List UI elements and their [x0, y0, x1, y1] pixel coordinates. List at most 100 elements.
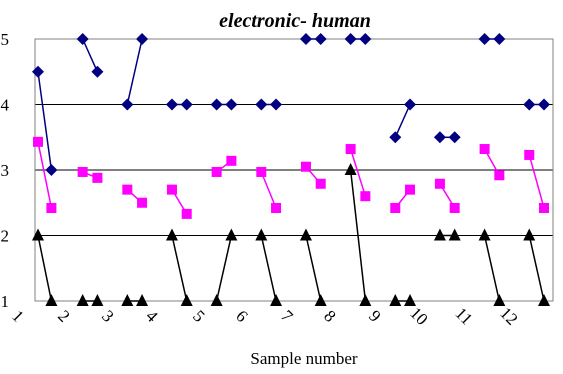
data-point-diamond	[493, 33, 506, 45]
series-line	[37, 141, 53, 209]
series-line	[171, 235, 188, 302]
series-2	[32, 163, 550, 306]
data-point-triangle	[344, 163, 357, 175]
data-point-triangle	[523, 228, 536, 241]
data-point-square	[46, 202, 57, 213]
data-point-diamond	[478, 33, 491, 45]
series-line	[394, 104, 411, 138]
x-tick-label: 9	[365, 306, 384, 325]
data-point-triangle	[404, 294, 417, 306]
x-tick-label: 2	[54, 306, 73, 325]
data-point-triangle	[314, 294, 327, 306]
data-point-square	[211, 166, 222, 177]
data-point-diamond	[136, 33, 149, 45]
series-line	[305, 235, 322, 302]
data-point-diamond	[270, 98, 283, 111]
y-tick-label: 4	[1, 96, 10, 115]
y-axis: 1 2 3 4 5	[1, 30, 10, 311]
x-tick-label: 4	[142, 306, 162, 326]
series-line	[349, 169, 367, 302]
data-point-diamond	[180, 98, 193, 111]
data-point-triangle	[136, 294, 149, 306]
series-line	[37, 71, 53, 171]
data-point-diamond	[433, 131, 446, 144]
data-point-square	[494, 170, 505, 181]
data-point-square	[166, 184, 177, 195]
data-point-diamond	[359, 33, 372, 45]
data-point-diamond	[255, 98, 268, 111]
x-tick-label: 7	[277, 306, 297, 326]
data-point-triangle	[270, 294, 283, 306]
data-point-square	[226, 155, 237, 166]
data-point-diamond	[225, 98, 238, 111]
data-point-square	[345, 144, 356, 155]
series-line	[260, 171, 277, 209]
data-point-diamond	[32, 65, 44, 78]
series-line	[528, 235, 545, 302]
x-tick-label: 10	[406, 303, 431, 328]
data-point-triangle	[478, 228, 491, 241]
data-point-diamond	[523, 98, 536, 111]
x-tick-label: 11	[451, 304, 476, 329]
data-point-square	[524, 149, 535, 160]
y-tick-label: 3	[1, 161, 10, 180]
series-line	[349, 148, 367, 197]
series-line	[126, 38, 143, 105]
data-point-triangle	[210, 294, 223, 306]
y-tick-label: 1	[1, 292, 10, 311]
x-axis-label: Sample number	[250, 349, 358, 368]
data-point-square	[256, 166, 267, 177]
y-tick-label: 2	[1, 227, 10, 246]
data-point-triangle	[225, 228, 238, 241]
x-tick-label: 1	[8, 306, 27, 325]
data-point-triangle	[91, 294, 104, 306]
grid-lines	[35, 38, 553, 302]
series-1	[33, 136, 549, 219]
data-point-triangle	[493, 294, 506, 306]
data-point-square	[181, 208, 192, 219]
data-point-diamond	[299, 33, 312, 45]
data-point-square	[539, 202, 549, 213]
data-point-diamond	[91, 65, 104, 78]
data-point-square	[360, 191, 371, 202]
series-line	[215, 235, 233, 302]
series-group	[32, 33, 550, 306]
x-tick-label: 8	[320, 306, 339, 325]
data-point-triangle	[121, 294, 134, 306]
y-tick-label: 5	[1, 30, 10, 49]
data-point-diamond	[448, 131, 461, 144]
data-point-square	[92, 172, 103, 183]
chart-title: electronic- human	[219, 10, 371, 32]
data-point-triangle	[45, 294, 58, 306]
data-point-triangle	[76, 294, 89, 306]
data-point-triangle	[165, 228, 178, 241]
plot-area	[34, 38, 554, 302]
data-point-diamond	[76, 33, 89, 45]
series-line	[260, 235, 277, 302]
data-point-square	[390, 202, 401, 213]
data-point-triangle	[299, 228, 312, 241]
data-point-diamond	[344, 33, 357, 45]
data-point-square	[137, 197, 148, 208]
data-point-square	[271, 202, 282, 213]
data-point-square	[300, 161, 311, 172]
data-point-diamond	[210, 98, 223, 111]
data-point-square	[122, 184, 133, 195]
data-point-square	[405, 184, 416, 195]
data-point-square	[315, 178, 326, 189]
data-point-diamond	[314, 33, 327, 45]
series-line	[37, 235, 53, 302]
data-point-triangle	[180, 294, 193, 306]
data-point-square	[479, 144, 490, 155]
x-tick-label: 12	[496, 303, 521, 328]
data-point-diamond	[121, 98, 134, 111]
series-line	[82, 38, 99, 73]
data-point-square	[33, 136, 43, 147]
data-point-triangle	[359, 294, 372, 306]
data-point-triangle	[448, 228, 461, 241]
series-0	[32, 33, 550, 176]
data-point-diamond	[165, 98, 178, 111]
data-point-triangle	[538, 294, 550, 306]
x-axis: 1 2 3 4 5 6 7 8 9 10 11 12	[8, 303, 521, 328]
